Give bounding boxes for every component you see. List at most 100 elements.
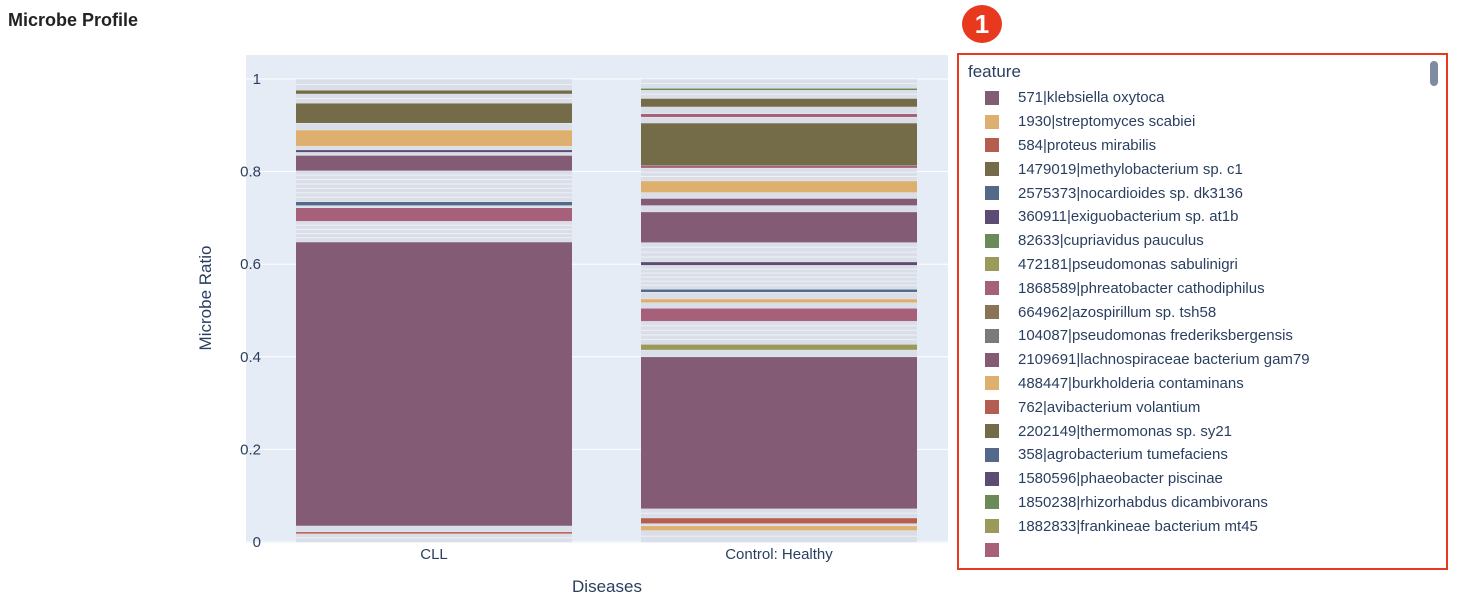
bar-stack (296, 78, 572, 542)
legend-swatch (985, 400, 999, 415)
bar-segment (641, 289, 917, 292)
legend-swatch (985, 233, 999, 248)
bar-segment (296, 170, 572, 202)
bar-segment (641, 116, 917, 123)
x-axis-label: Diseases (572, 577, 642, 596)
legend-item[interactable]: 1850238|rhizorhabdus dicambivorans (985, 491, 1426, 515)
bar-segment (296, 221, 572, 242)
legend-label: 1882833|frankineae bacterium mt45 (1018, 517, 1258, 535)
legend-label: 360911|exiguobacterium sp. at1b (1018, 208, 1239, 226)
legend-label: 1479019|methylobacterium sp. c1 (1018, 160, 1243, 178)
legend-item[interactable]: 1930|streptomyces scabiei (985, 110, 1426, 134)
legend-swatch (985, 186, 999, 201)
bar-stack (641, 78, 917, 542)
legend[interactable]: feature 571|klebsiella oxytoca 1930|strep… (957, 53, 1448, 570)
legend-swatch (985, 257, 999, 272)
bar-segment (641, 205, 917, 212)
y-tick-label: 0.4 (240, 349, 261, 366)
bar-segment (641, 167, 917, 181)
legend-item[interactable]: 1580596|phaeobacter piscinae (985, 467, 1426, 491)
bar-segment (641, 525, 917, 531)
legend-label: 488447|burkholderia contaminans (1018, 374, 1244, 392)
legend-scrollbar[interactable] (1430, 61, 1438, 86)
bar-segment (641, 298, 917, 303)
legend-label: 1930|streptomyces scabiei (1018, 113, 1196, 131)
legend-swatch (985, 543, 999, 558)
legend-label: 762|avibacterium volantium (1018, 398, 1201, 416)
bar-segment (296, 201, 572, 206)
bar-segment (641, 261, 917, 266)
y-tick-labels: 0 0.2 0.4 0.6 0.8 1 (240, 71, 261, 551)
bar-segment (641, 308, 917, 322)
legend-item[interactable]: 358|agrobacterium tumefaciens (985, 443, 1426, 467)
legend-label: 571|klebsiella oxytoca (1018, 89, 1165, 107)
bar-segment (641, 122, 917, 166)
legend-item[interactable]: 82633|cupriavidus pauculus (985, 229, 1426, 253)
x-tick-label: Control: Healthy (725, 546, 833, 563)
legend-swatch (985, 376, 999, 391)
legend-item[interactable]: 1479019|methylobacterium sp. c1 (985, 157, 1426, 181)
y-tick-label: 1 (253, 71, 261, 88)
bar-segment (296, 122, 572, 130)
bar-segment (641, 198, 917, 206)
legend-swatch (985, 471, 999, 486)
annotation-badge: 1 (962, 5, 1002, 43)
bar-segment (641, 291, 917, 299)
legend-swatch (985, 352, 999, 367)
legend-swatch (985, 209, 999, 224)
bar-segment (641, 356, 917, 509)
bar-segment (296, 103, 572, 123)
legend-item[interactable]: 360911|exiguobacterium sp. at1b (985, 205, 1426, 229)
legend-label: 358|agrobacterium tumefaciens (1018, 446, 1228, 464)
bar-segment (641, 321, 917, 345)
bars[interactable] (296, 78, 917, 542)
bar-segment (296, 149, 572, 153)
legend-item[interactable]: 2202149|thermomonas sp. sy21 (985, 419, 1426, 443)
bar-segment (641, 302, 917, 309)
legend-swatch (985, 519, 999, 534)
legend-item[interactable]: 1868589|phreatobacter cathodiphilus (985, 276, 1426, 300)
x-tick-labels: CLL Control: Healthy (420, 546, 833, 563)
bar-segment (641, 523, 917, 526)
legend-title: feature (968, 62, 1021, 81)
bar-segment (296, 205, 572, 208)
legend-item[interactable]: 762|avibacterium volantium (985, 395, 1426, 419)
bar-segment (641, 192, 917, 199)
bar-segment (641, 344, 917, 350)
legend-item[interactable]: 571|klebsiella oxytoca (985, 86, 1426, 110)
bar-segment (296, 146, 572, 150)
legend-swatch (985, 328, 999, 343)
legend-item[interactable]: 104087|pseudomonas frederiksbergensis (985, 324, 1426, 348)
legend-label: 1868589|phreatobacter cathodiphilus (1018, 279, 1265, 297)
legend-label: 1850238|rhizorhabdus dicambivorans (1018, 493, 1268, 511)
legend-label: 472181|pseudomonas sabulinigri (1018, 255, 1238, 273)
legend-swatch (985, 114, 999, 129)
legend-item[interactable]: 2575373|nocardioides sp. dk3136 (985, 181, 1426, 205)
legend-item-partial[interactable] (985, 538, 1426, 562)
legend-swatch (985, 447, 999, 462)
legend-item[interactable]: 488447|burkholderia contaminans (985, 372, 1426, 396)
legend-item[interactable]: 2109691|lachnospiraceae bacterium gam79 (985, 348, 1426, 372)
page-title: Microbe Profile (8, 10, 139, 30)
legend-item[interactable]: 664962|azospirillum sp. tsh58 (985, 300, 1426, 324)
legend-swatch (985, 90, 999, 105)
legend-swatch (985, 162, 999, 177)
bar-segment (296, 90, 572, 94)
legend-swatch (985, 138, 999, 153)
legend-label: 584|proteus mirabilis (1018, 136, 1157, 154)
legend-item[interactable]: 472181|pseudomonas sabulinigri (985, 253, 1426, 277)
legend-swatch (985, 281, 999, 296)
bar-segment (641, 180, 917, 193)
legend-item[interactable]: 584|proteus mirabilis (985, 134, 1426, 158)
bar-segment (641, 113, 917, 117)
bar-segment (296, 241, 572, 526)
y-tick-label: 0.2 (240, 441, 261, 458)
y-tick-label: 0.6 (240, 256, 261, 273)
legend-item[interactable]: 1882833|frankineae bacterium mt45 (985, 514, 1426, 538)
legend-label: 2109691|lachnospiraceae bacterium gam79 (1018, 351, 1310, 369)
y-tick-label: 0.8 (240, 164, 261, 181)
bar-segment (296, 525, 572, 532)
legend-label: 2575373|nocardioides sp. dk3136 (1018, 184, 1243, 202)
legend-label: 2202149|thermomonas sp. sy21 (1018, 422, 1233, 440)
bar-segment (641, 517, 917, 524)
